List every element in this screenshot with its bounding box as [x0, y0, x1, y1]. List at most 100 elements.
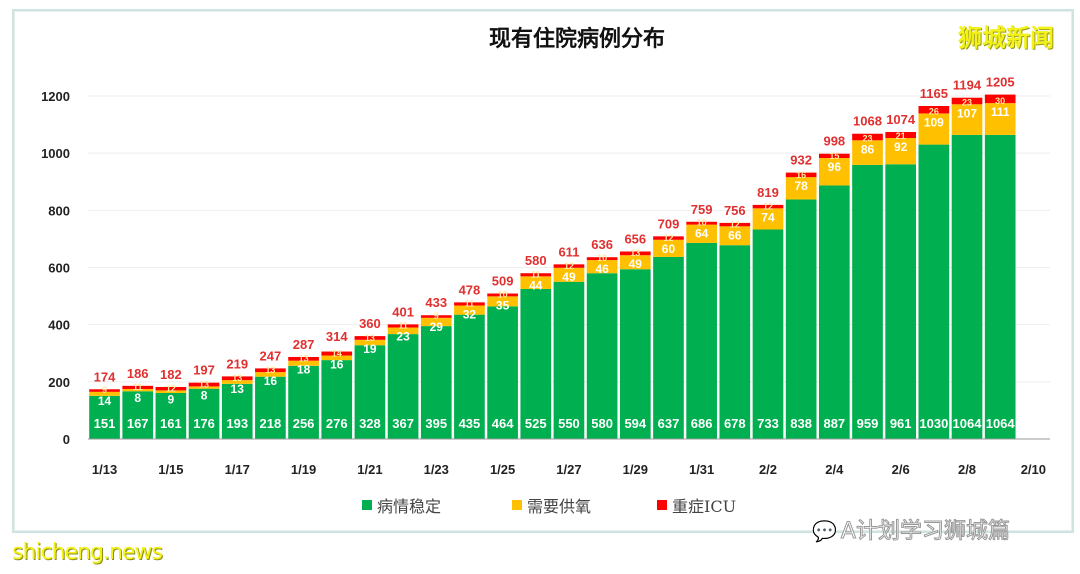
x-tick-label: 2/2 [759, 462, 777, 477]
bar-stable [155, 392, 187, 439]
data-label-total: 219 [226, 356, 248, 371]
data-label-stable: 167 [127, 416, 149, 431]
bar-stable [321, 360, 353, 439]
bar-oxygen [785, 177, 817, 200]
bar-oxygen [951, 104, 983, 135]
data-label-total: 287 [293, 337, 315, 352]
bar-stable [487, 306, 518, 439]
bar-icu [852, 133, 883, 141]
data-label-oxygen: 9 [168, 392, 175, 406]
bar-icu [984, 94, 1016, 104]
data-label-total: 1194 [953, 78, 982, 93]
data-label-oxygen: 32 [463, 308, 477, 322]
bar-icu [752, 204, 784, 209]
data-label-total: 709 [658, 216, 680, 231]
data-label-total: 611 [558, 244, 579, 259]
data-label-oxygen: 18 [297, 363, 311, 377]
data-label-stable: 218 [260, 416, 282, 431]
data-label-total: 197 [193, 363, 215, 378]
watermark-bottom-left: shicheng.news [12, 540, 163, 565]
data-label-icu: 10 [597, 253, 607, 263]
bar-icu [188, 382, 220, 387]
y-tick-label: 600 [48, 261, 70, 276]
bar-icu [321, 351, 353, 356]
data-label-oxygen: 49 [562, 270, 576, 284]
bar-icu [586, 257, 618, 261]
legend-label: 需要供氧 [527, 497, 591, 516]
bar-icu [918, 106, 950, 114]
data-label-stable: 367 [392, 416, 414, 431]
bar-stable [852, 164, 883, 439]
bar-oxygen [553, 267, 585, 282]
data-label-total: 509 [492, 274, 514, 289]
chart-title: 现有住院病例分布 [489, 26, 665, 52]
bar-icu [619, 251, 651, 256]
bar-icu [122, 385, 154, 389]
data-label-stable: 395 [425, 416, 447, 431]
x-tick-label: 1/15 [158, 462, 183, 477]
data-label-total: 636 [591, 237, 613, 252]
data-label-stable: 435 [459, 416, 481, 431]
bar-icu [89, 389, 120, 392]
data-label-oxygen: 14 [98, 394, 112, 408]
bar-oxygen [852, 140, 883, 165]
data-label-stable: 959 [857, 416, 879, 431]
data-label-icu: 12 [564, 261, 574, 271]
data-label-total: 1165 [920, 86, 948, 101]
bar-icu [255, 368, 286, 373]
bar-icu [951, 97, 983, 105]
data-label-icu: 13 [299, 354, 309, 364]
data-label-stable: 1064 [953, 416, 983, 431]
data-label-icu: 30 [995, 96, 1005, 106]
data-label-stable: 328 [359, 416, 381, 431]
x-tick-label: 2/8 [958, 462, 976, 477]
data-label-total: 1074 [886, 112, 916, 127]
data-label-total: 314 [326, 329, 348, 344]
bar-icu [420, 315, 452, 318]
data-label-total: 932 [790, 153, 812, 168]
bar-icu [818, 153, 850, 159]
data-label-oxygen: 19 [363, 342, 377, 356]
data-label-oxygen: 23 [396, 330, 410, 344]
bar-icu [387, 324, 419, 328]
bar-stable [255, 376, 286, 439]
data-label-stable: 678 [724, 416, 746, 431]
data-label-stable: 1030 [919, 416, 948, 431]
data-label-icu: 13 [630, 248, 640, 258]
bar-stable [420, 326, 452, 439]
data-label-oxygen: 107 [957, 106, 977, 120]
x-tick-label: 2/10 [1021, 462, 1046, 477]
data-label-stable: 838 [790, 416, 812, 431]
x-tick-label: 1/17 [225, 462, 250, 477]
legend-swatch [512, 500, 522, 510]
data-label-oxygen: 46 [595, 262, 609, 276]
legend-label: 重症ICU [672, 497, 736, 516]
bar-stable [354, 345, 386, 439]
data-label-total: 478 [459, 282, 481, 297]
bar-icu [487, 293, 518, 297]
bar-stable [951, 134, 983, 439]
data-label-total: 433 [425, 295, 447, 310]
bar-stable [686, 242, 717, 439]
data-label-stable: 151 [94, 416, 116, 431]
data-label-icu: 10 [498, 289, 508, 299]
data-label-oxygen: 66 [728, 228, 742, 242]
wechat-icon: 💬 [812, 519, 838, 544]
data-label-icu: 13 [365, 333, 375, 343]
data-label-total: 1205 [986, 75, 1015, 90]
bar-icu [454, 302, 485, 306]
data-label-stable: 550 [558, 416, 580, 431]
bar-oxygen [454, 305, 485, 315]
bar-stable [454, 314, 485, 439]
data-label-icu: 9 [102, 385, 107, 395]
x-tick-label: 1/19 [291, 462, 316, 477]
bar-oxygen [487, 296, 518, 307]
bar-oxygen [420, 317, 452, 327]
data-label-stable: 176 [193, 416, 215, 431]
bar-oxygen [984, 103, 1016, 135]
bar-oxygen [818, 158, 850, 186]
data-label-oxygen: 44 [529, 278, 543, 292]
data-label-icu: 9 [434, 311, 439, 321]
x-tick-label: 1/31 [689, 462, 714, 477]
